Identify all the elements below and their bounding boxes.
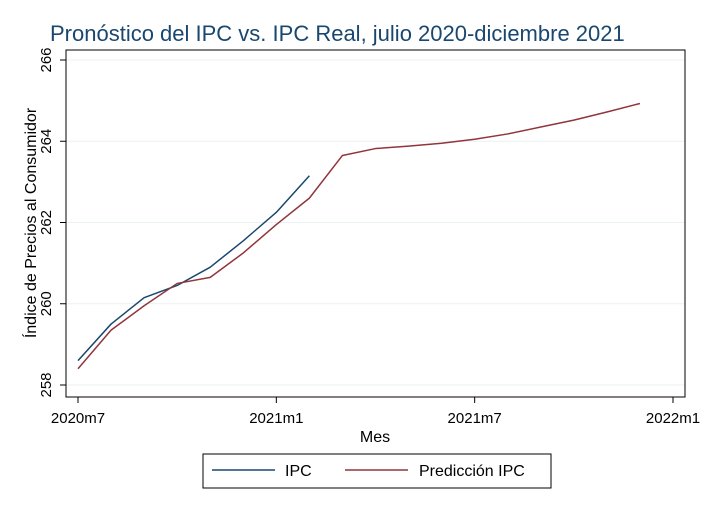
y-tick-label: 262 (38, 210, 55, 235)
series-line-ipc (77, 175, 310, 362)
y-tick-label: 264 (38, 129, 55, 154)
legend: IPC Predicción IPC (202, 453, 552, 489)
y-axis-ticks: 258 260 262 264 266 (38, 47, 66, 398)
x-tick-label: 2020m7 (51, 410, 105, 427)
series-lines (77, 102, 641, 370)
x-tick-label: 2022m1 (646, 410, 700, 427)
plot-frame (65, 49, 686, 398)
x-tick-label: 2021m1 (249, 410, 303, 427)
y-tick-label: 260 (38, 291, 55, 316)
series-line-prediccion (77, 102, 641, 370)
x-tick-label: 2021m7 (448, 410, 502, 427)
x-axis-ticks: 2020m7 2021m1 2021m7 2022m1 (51, 397, 700, 427)
legend-label-prediccion: Predicción IPC (419, 463, 525, 480)
y-axis-label: Índice de Precios al Consumidor (21, 107, 40, 338)
legend-box (202, 453, 552, 489)
legend-label-ipc: IPC (285, 463, 312, 480)
gridlines (66, 59, 685, 386)
y-tick-label: 258 (38, 372, 55, 397)
x-axis-label: Mes (360, 429, 390, 446)
chart-title: Pronóstico del IPC vs. IPC Real, julio 2… (50, 21, 625, 46)
y-tick-label: 266 (38, 47, 55, 72)
